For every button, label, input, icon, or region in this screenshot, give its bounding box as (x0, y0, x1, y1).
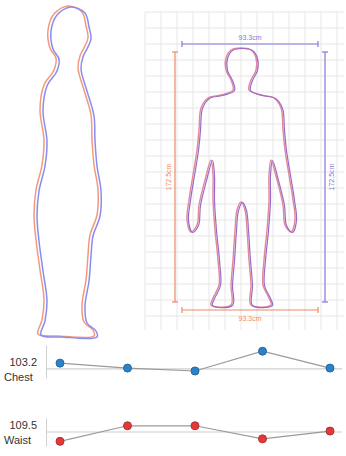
front-outline-a (187, 48, 295, 307)
dimension-end (172, 301, 178, 302)
grid-line (145, 44, 344, 45)
tick: 109.5 (9, 419, 46, 433)
dimension-label: 172.5cm (165, 163, 172, 190)
grid-line (145, 28, 344, 29)
dimension-line (182, 43, 318, 44)
data-point (259, 347, 267, 355)
dimension-label: 93.3cm (239, 315, 262, 322)
dimension-end (317, 307, 318, 313)
canvas: 93.3cm 93.3cm 172.5cm 172.5cm 103.2 Chest 109.… (0, 0, 346, 456)
dimension-label: 93.3cm (239, 34, 262, 41)
data-point (124, 422, 132, 430)
axis-line (46, 346, 47, 379)
marks (56, 347, 334, 375)
grid-line (145, 12, 344, 13)
front-grid (145, 12, 344, 330)
tick: 103.2 (9, 356, 46, 370)
side-outline-b (37, 7, 101, 339)
data-point (259, 435, 267, 443)
tick-label: 103.2 (9, 356, 37, 368)
dimension-end (322, 301, 328, 302)
marks (56, 422, 334, 446)
dimension-end (181, 307, 182, 313)
dimension-left_height: 172.5cm (165, 52, 178, 302)
dimension-end (317, 41, 318, 47)
dimension-end (322, 51, 328, 52)
data-point (326, 364, 334, 372)
dimension-line (174, 52, 175, 302)
data-point (56, 359, 64, 367)
sparkline-0: 103.2 Chest (4, 346, 342, 383)
data-point (191, 367, 199, 375)
chart-title: Chest (4, 371, 33, 383)
dimension-label: 172.5cm (328, 163, 335, 190)
tick-label: 109.5 (9, 419, 37, 431)
side-view (34, 6, 101, 339)
dimension-end (172, 51, 178, 52)
dimension-line (324, 52, 325, 302)
chart-title: Waist (4, 434, 31, 446)
front-view: 93.3cm 93.3cm 172.5cm 172.5cm (145, 12, 344, 330)
data-point (124, 364, 132, 372)
dimension-bottom_width: 93.3cm (182, 307, 318, 322)
sparkline-1: 109.5 Waist (4, 419, 342, 447)
axis-line (46, 419, 47, 447)
data-point (191, 422, 199, 430)
front-outline-b (188, 49, 296, 308)
grid-line (46, 431, 342, 432)
dimension-top_width: 93.3cm (182, 34, 318, 47)
dimension-right_height: 172.5cm (322, 52, 335, 302)
data-point (56, 437, 64, 445)
dimension-end (181, 41, 182, 47)
data-point (326, 427, 334, 435)
dimension-line (182, 309, 318, 310)
